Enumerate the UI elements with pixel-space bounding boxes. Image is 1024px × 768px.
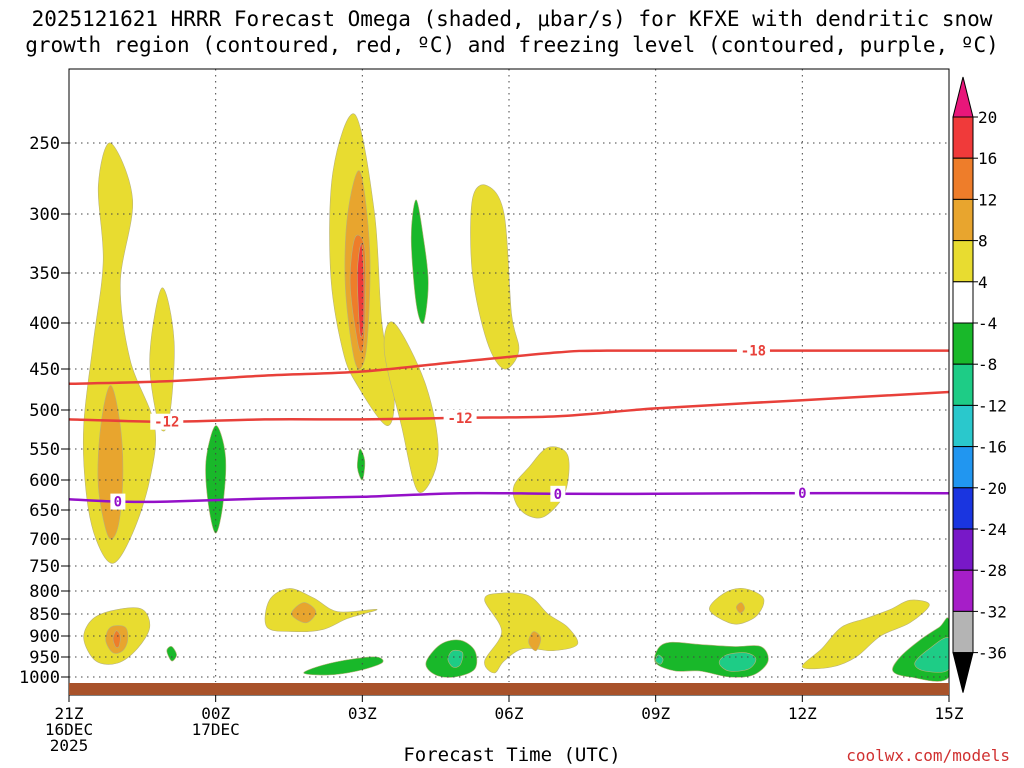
colorbar-segment-3 — [952, 240, 974, 283]
contour-2 — [69, 491, 949, 504]
colorbar-top-arrow — [952, 76, 974, 118]
contour-label-bg-2 — [443, 409, 477, 426]
x-tick-label-3-0: 06Z — [495, 704, 524, 723]
y-tick-label-10: 750 — [29, 557, 60, 577]
y-tick-label-6: 550 — [29, 440, 60, 460]
contour-label-5: 0 — [798, 486, 806, 502]
colorbar-segment-4 — [952, 281, 974, 324]
y-tick-label-8: 650 — [29, 501, 60, 521]
y-tick-label-2: 350 — [29, 264, 60, 284]
colorbar-label-6: -8 — [978, 355, 997, 374]
x-tick-label-2-0: 03Z — [348, 704, 377, 723]
y-tick-label-0: 250 — [29, 134, 60, 154]
y-tick-label-13: 900 — [29, 627, 60, 647]
colorbar-label-13: -36 — [978, 644, 1007, 663]
colorbar-label-3: 8 — [978, 232, 988, 251]
omega-region-24 — [303, 656, 384, 676]
colorbar-label-11: -28 — [978, 561, 1007, 580]
y-tick-label-7: 600 — [29, 471, 60, 491]
x-tick-label-1-0: 00Z — [201, 704, 230, 723]
y-tick-label-12: 850 — [29, 605, 60, 625]
y-tick-label-1: 300 — [29, 205, 60, 225]
colorbar-label-0: 20 — [978, 108, 997, 127]
y-tick-label-4: 450 — [29, 360, 60, 380]
colorbar-segment-0 — [952, 116, 974, 159]
contour-label-1: -12 — [154, 415, 179, 431]
omega-region-7 — [383, 321, 439, 493]
colorbar-segment-10 — [952, 528, 974, 571]
colorbar-segment-11 — [952, 569, 974, 612]
colorbar-segment-2 — [952, 198, 974, 242]
colorbar-segment-9 — [952, 487, 974, 530]
contour-label-3: 0 — [114, 495, 122, 511]
omega-region-31 — [914, 637, 949, 673]
contour-label-bg-3 — [110, 493, 126, 510]
y-tick-label-14: 950 — [29, 648, 60, 668]
title-line-2: growth region (contoured, red, ºC) and f… — [25, 33, 999, 57]
chart-title: 2025121621 HRRR Forecast Omega (shaded, … — [0, 6, 1024, 58]
omega-region-12 — [112, 630, 121, 648]
contour-1 — [69, 390, 949, 423]
colorbar-label-4: 4 — [978, 273, 988, 292]
contour-label-bg-5 — [794, 485, 810, 502]
colorbar-segment-12 — [952, 610, 974, 654]
x-tick-label-1-1: 17DEC — [192, 720, 240, 739]
colorbar-label-8: -16 — [978, 438, 1007, 457]
contour-label-bg-1 — [150, 413, 184, 430]
omega-region-26 — [447, 649, 464, 668]
colorbar-label-9: -20 — [978, 479, 1007, 498]
x-tick-label-5-0: 12Z — [788, 704, 817, 723]
colorbar-label-1: 16 — [978, 149, 997, 168]
contour-label-2: -12 — [447, 411, 472, 427]
credit-link[interactable]: coolwx.com/models — [846, 746, 1010, 765]
x-axis-label: Forecast Time (UTC) — [403, 744, 621, 766]
colorbar-label-2: 12 — [978, 190, 997, 209]
y-tick-label-15: 1000 — [19, 668, 60, 688]
colorbar-segment-6 — [952, 363, 974, 406]
omega-region-9 — [512, 446, 570, 519]
contour-label-4: 0 — [554, 487, 562, 503]
colorbar-label-10: -24 — [978, 520, 1007, 539]
omega-region-8 — [470, 184, 520, 370]
contour-label-0: -18 — [741, 344, 766, 360]
contour-label-bg-4 — [550, 485, 566, 502]
omega-region-6 — [357, 243, 365, 338]
y-tick-label-11: 800 — [29, 582, 60, 602]
omega-region-28 — [718, 652, 757, 672]
y-tick-label-5: 500 — [29, 401, 60, 421]
y-tick-label-9: 700 — [29, 530, 60, 550]
omega-region-22 — [357, 448, 366, 481]
title-line-1: 2025121621 HRRR Forecast Omega (shaded, … — [31, 7, 993, 31]
omega-region-18 — [736, 602, 745, 614]
colorbar-label-12: -32 — [978, 602, 1007, 621]
contour-label-bg-0 — [736, 342, 770, 359]
y-tick-label-3: 400 — [29, 314, 60, 334]
x-tick-label-0-2: 2025 — [50, 736, 89, 755]
omega-region-14 — [291, 602, 317, 624]
omega-region-13 — [264, 588, 378, 633]
colorbar-label-7: -12 — [978, 396, 1007, 415]
ground-strip — [69, 683, 949, 695]
colorbar-segment-8 — [952, 446, 974, 489]
colorbar-segment-5 — [952, 322, 974, 365]
omega-region-15 — [484, 592, 579, 674]
x-tick-label-0-1: 16DEC — [45, 720, 93, 739]
colorbar-bottom-arrow — [952, 652, 974, 693]
omega-region-23 — [166, 646, 177, 662]
colorbar-label-5: -4 — [978, 314, 997, 333]
colorbar-segment-7 — [952, 404, 974, 448]
omega-region-19 — [801, 599, 930, 670]
colorbar-segment-1 — [952, 157, 974, 200]
x-tick-label-4-0: 09Z — [641, 704, 670, 723]
x-tick-label-6-0: 15Z — [935, 704, 964, 723]
omega-region-20 — [205, 425, 227, 534]
x-tick-label-0-0: 21Z — [55, 704, 84, 723]
omega-region-21 — [410, 199, 429, 324]
